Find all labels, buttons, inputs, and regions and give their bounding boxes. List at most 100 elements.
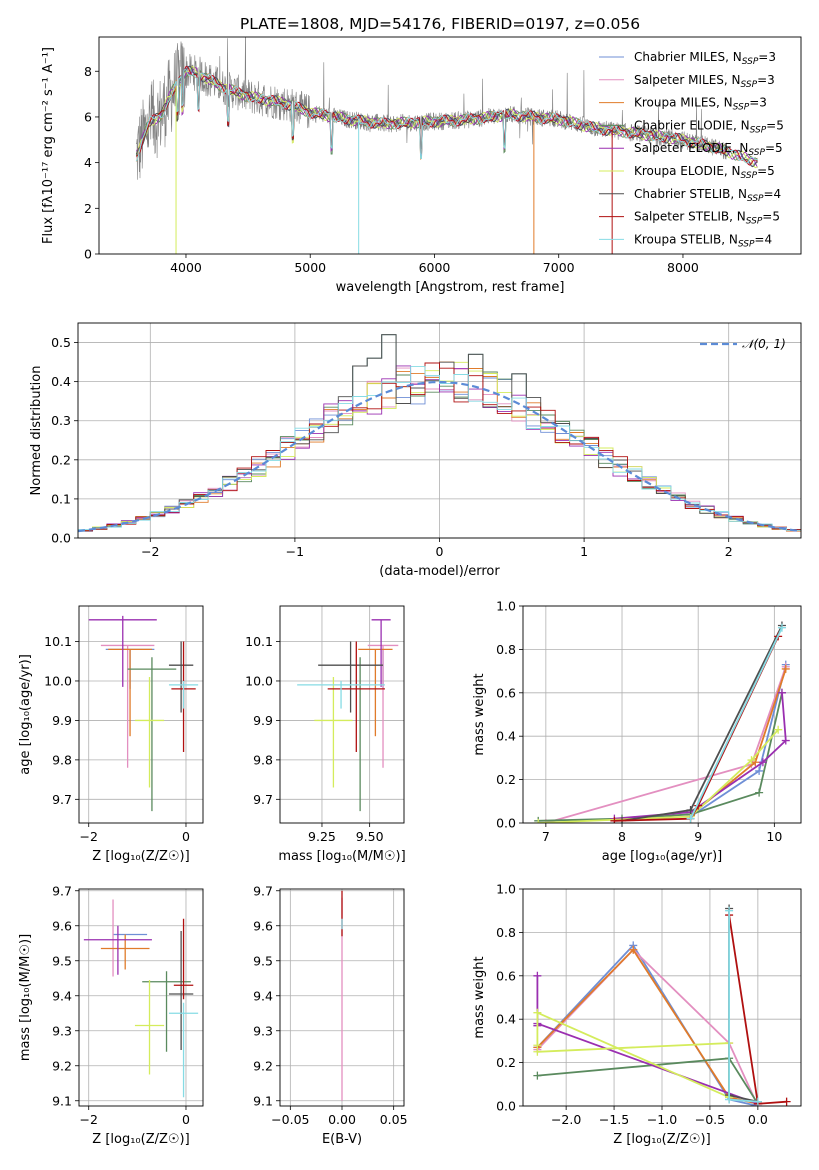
- mass-weight-line: [693, 668, 787, 813]
- axes-frame: [279, 888, 405, 1107]
- axes-frame: [522, 605, 802, 824]
- model-spectrum-line: [135, 66, 758, 169]
- x-tick-label: 0.0: [748, 1112, 768, 1127]
- x-tick-label: 0: [182, 1112, 190, 1127]
- axes-frame: [98, 36, 802, 255]
- y-tick-label: 0.8: [496, 642, 516, 657]
- mass-weight-marker: [755, 788, 764, 797]
- legend-label: Chabrier STELIB, NSSP=4: [634, 187, 781, 204]
- legend-subscript: SSP: [746, 217, 763, 227]
- age-vs-Z-panel: −2 0 9.7 9.8 9.9 10.0 10.1 Z [log₁₀(Z/Z☉)] age […: [18, 605, 204, 864]
- x-axis-label: Z [log₁₀(Z/Z☉)]: [613, 1132, 710, 1147]
- x-tick-label: −1.5: [599, 1112, 629, 1127]
- x-tick-label: 9.50: [356, 829, 384, 844]
- x-tick-label: 8000: [667, 260, 699, 275]
- legend-label: Salpeter ELODIE, NSSP=5: [634, 141, 783, 158]
- mass-weight-line: [536, 943, 759, 1106]
- mass-weight-marker: [533, 1008, 542, 1017]
- y-tick-label: 1.0: [496, 882, 516, 897]
- weight-vs-Z-panel: −2.0 −1.5 −1.0 −0.5 0.0 0.0 0.2 0.4 0.6 0.8 1.0 Z […: [472, 882, 802, 1147]
- x-axis-label: E(B-V): [322, 1132, 362, 1147]
- model-spectrum-line: [135, 67, 758, 168]
- spectrum-legend: Chabrier MILES, NSSP=3 Salpeter MILES, NS…: [599, 50, 784, 249]
- histogram-step-line: [78, 365, 801, 532]
- y-tick-label: 0.4: [496, 1012, 516, 1027]
- y-tick-label: 0.1: [51, 491, 71, 506]
- y-tick-label: 9.6: [52, 918, 72, 933]
- legend-value: =5: [757, 164, 775, 178]
- mass-weight-marker: [725, 1095, 734, 1104]
- x-tick-label: 0.05: [380, 1112, 408, 1127]
- mass-weight-marker: [629, 945, 638, 954]
- y-tick-label: 9.8: [253, 752, 273, 767]
- mass-weight-marker: [777, 688, 786, 697]
- x-tick-label: −2.0: [551, 1112, 581, 1127]
- mass-vs-EBV-panel: −0.05 0.00 0.05 9.1 9.2 9.3 9.4 9.5 9.6 9.7 E(B-V): [253, 883, 407, 1147]
- legend-subscript: SSP: [733, 103, 750, 113]
- legend-label: Salpeter STELIB, NSSP=5: [634, 210, 780, 227]
- y-tick-label: 0.4: [496, 729, 516, 744]
- x-tick-label: 0: [436, 544, 444, 559]
- x-axis-label: Z [log₁₀(Z/Z☉)]: [92, 849, 189, 864]
- legend-subscript: SSP: [738, 239, 755, 249]
- histogram-panel: −2 −1 0 1 2 0.0 0.1 0.2 0.3 0.4 0.5 (data-model)/er…: [29, 322, 802, 579]
- figure-title: PLATE=1808, MJD=54176, FIBERID=0197, z=0…: [240, 15, 640, 33]
- x-tick-label: 6000: [419, 260, 451, 275]
- mass-weight-line: [689, 627, 783, 820]
- x-axis-label: (data-model)/error: [379, 564, 500, 579]
- mass-vs-Z-panel: −2 0 9.1 9.2 9.3 9.4 9.5 9.6 9.7 Z [log₁₀(Z/Z☉)] m…: [18, 883, 204, 1147]
- x-tick-label: −2: [80, 1112, 98, 1127]
- legend-subscript: SSP: [742, 57, 759, 67]
- y-tick-label: 0.0: [496, 1099, 516, 1114]
- y-tick-label: 4: [84, 155, 92, 170]
- y-tick-label: 10.1: [44, 634, 72, 649]
- y-tick-label: 0.6: [496, 685, 516, 700]
- legend-value: =4: [764, 187, 782, 201]
- mass-weight-marker: [686, 805, 695, 814]
- y-tick-label: 9.3: [253, 1023, 273, 1038]
- x-tick-label: −2: [80, 829, 98, 844]
- mass-weight-marker: [774, 725, 783, 734]
- x-tick-label: 7000: [543, 260, 575, 275]
- y-tick-label: 10.0: [44, 673, 72, 688]
- y-tick-label: 9.9: [52, 713, 72, 728]
- legend-value: =3: [758, 50, 776, 64]
- y-tick-label: 0.0: [496, 816, 516, 831]
- mass-weight-marker: [610, 816, 619, 823]
- y-tick-label: 9.3: [52, 1023, 72, 1038]
- legend-label: Kroupa MILES, NSSP=3: [634, 96, 767, 113]
- legend-subscript: SSP: [748, 148, 765, 158]
- axes-frame: [522, 888, 802, 1107]
- x-tick-label: 1: [580, 544, 588, 559]
- x-axis-label: wavelength [Angstrom, rest frame]: [336, 280, 565, 295]
- mass-weight-line: [537, 1057, 759, 1105]
- y-tick-label: 10.0: [245, 673, 273, 688]
- axes-frame: [78, 888, 204, 1107]
- x-tick-label: −1: [286, 544, 304, 559]
- y-tick-label: 1.0: [496, 599, 516, 614]
- x-axis-label: mass [log₁₀(M/M☉)]: [278, 849, 405, 864]
- x-axis-label: Z [log₁₀(Z/Z☉)]: [92, 1132, 189, 1147]
- y-axis-label: mass weight: [472, 673, 487, 755]
- x-tick-label: 10: [766, 829, 782, 844]
- y-axis-label: age [log₁₀(age/yr)]: [18, 654, 33, 775]
- y-tick-label: 0.2: [51, 452, 71, 467]
- y-axis-label: Flux [fλ10⁻¹⁷ erg cm⁻² s⁻¹ A⁻¹]: [41, 47, 56, 244]
- mass-weight-marker: [753, 1097, 762, 1106]
- mass-weight-line: [621, 625, 783, 822]
- x-tick-label: 2: [725, 544, 733, 559]
- x-tick-label: 4000: [170, 260, 202, 275]
- legend-value: =5: [765, 141, 783, 155]
- mass-weight-line: [614, 636, 780, 822]
- mass-weight-marker: [533, 1041, 542, 1050]
- mass-weight-marker: [755, 766, 764, 775]
- y-tick-label: 8: [84, 64, 92, 79]
- y-tick-label: 9.5: [52, 953, 72, 968]
- y-tick-label: 0.3: [51, 413, 71, 428]
- y-tick-label: 0.4: [51, 374, 71, 389]
- x-tick-label: −2: [141, 544, 159, 559]
- axes-frame: [279, 605, 405, 824]
- legend-subscript: SSP: [747, 194, 764, 204]
- model-spectrum-line: [135, 69, 758, 164]
